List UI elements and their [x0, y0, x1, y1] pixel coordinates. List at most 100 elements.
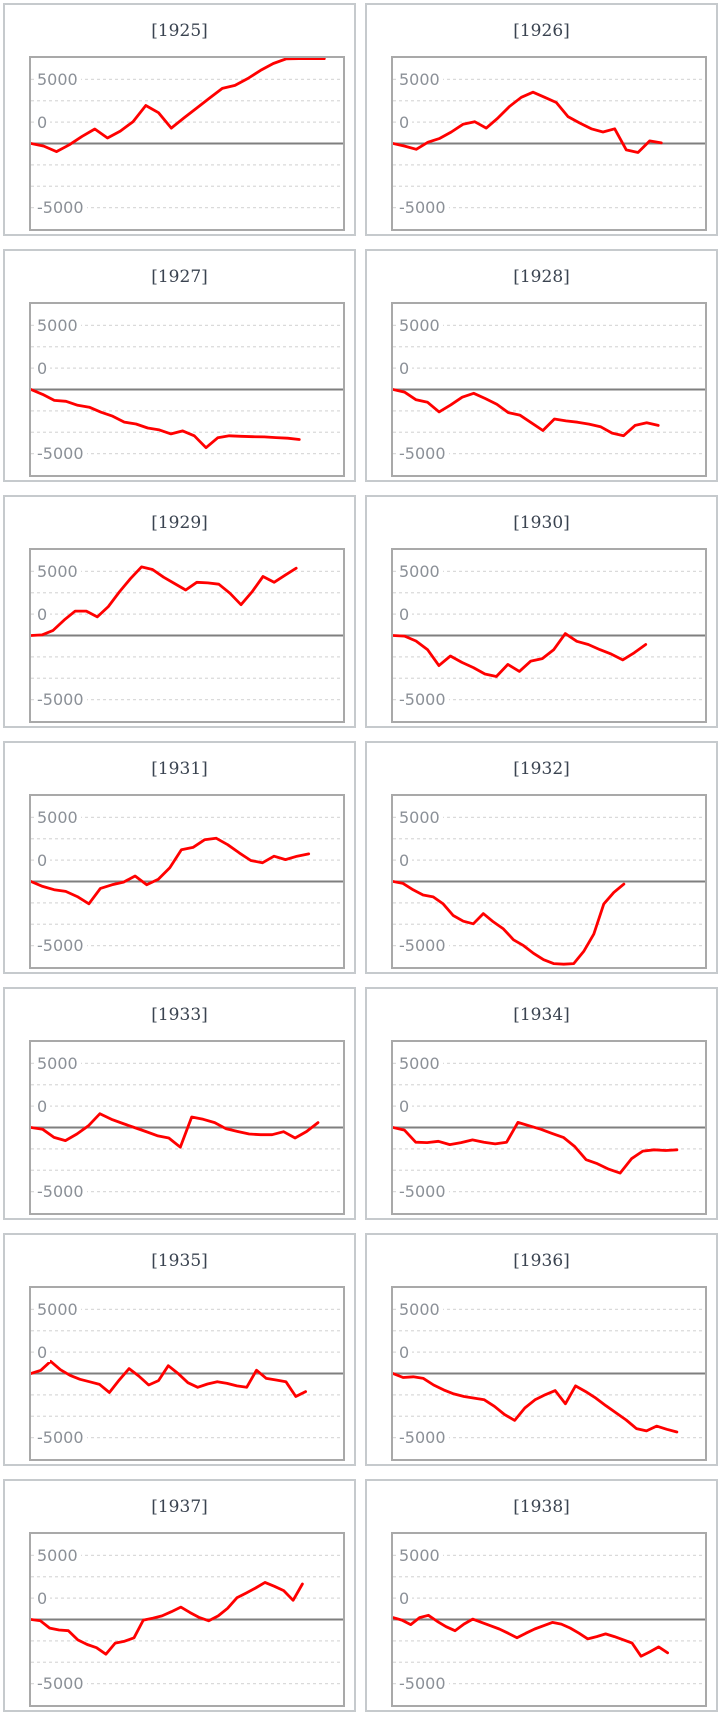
panel-title: [1929]: [151, 513, 208, 533]
line-chart: [31, 324, 343, 455]
panel-title: [1925]: [151, 21, 208, 41]
panel-title: [1936]: [513, 1251, 570, 1271]
plot-area: 5000 0 -5000: [29, 1040, 345, 1215]
plot-area: 5000 0 -5000: [29, 548, 345, 723]
line-chart: [31, 565, 343, 701]
ytick-5000: 5000: [34, 562, 81, 581]
series-line: [393, 880, 626, 966]
panel-title: [1931]: [151, 759, 208, 779]
plot-area: 5000 0 -5000: [391, 1040, 707, 1215]
year-panel: [1936] 5000 0 -5000: [365, 1233, 718, 1466]
ytick-neg5000: -5000: [396, 198, 449, 217]
ytick-neg5000: -5000: [34, 1428, 87, 1447]
small-multiples-grid: [1925] 5000 0 -5000 [1926] 5000 0 -5000 …: [3, 3, 722, 1712]
year-panel: [1927] 5000 0 -5000: [3, 249, 356, 482]
panel-title: [1934]: [513, 1005, 570, 1025]
series-line: [31, 58, 326, 153]
series-line: [31, 565, 298, 637]
panel-title: [1932]: [513, 759, 570, 779]
year-panel: [1930] 5000 0 -5000: [365, 495, 718, 728]
ytick-5000: 5000: [396, 70, 443, 89]
line-chart: [31, 1062, 343, 1193]
series-line: [31, 1112, 320, 1149]
ytick-0: 0: [396, 1589, 413, 1608]
ytick-5000: 5000: [34, 1546, 81, 1565]
line-chart: [393, 1554, 705, 1685]
ytick-5000: 5000: [396, 562, 443, 581]
line-chart: [393, 1308, 705, 1439]
year-panel: [1935] 5000 0 -5000: [3, 1233, 356, 1466]
ytick-neg5000: -5000: [396, 444, 449, 463]
ytick-neg5000: -5000: [34, 936, 87, 955]
series-line: [393, 1613, 670, 1658]
ytick-0: 0: [396, 851, 413, 870]
ytick-5000: 5000: [396, 1054, 443, 1073]
plot-area: 5000 0 -5000: [29, 794, 345, 969]
line-chart: [31, 1308, 343, 1439]
ytick-neg5000: -5000: [396, 1674, 449, 1693]
ytick-5000: 5000: [396, 808, 443, 827]
ytick-5000: 5000: [34, 1300, 81, 1319]
ytick-0: 0: [396, 1097, 413, 1116]
ytick-0: 0: [34, 1097, 51, 1116]
year-panel: [1937] 5000 0 -5000: [3, 1479, 356, 1712]
line-chart: [393, 1062, 705, 1193]
series-line: [31, 388, 301, 450]
ytick-0: 0: [396, 605, 413, 624]
line-chart: [393, 324, 705, 455]
panel-title: [1933]: [151, 1005, 208, 1025]
ytick-neg5000: -5000: [34, 198, 87, 217]
year-panel: [1938] 5000 0 -5000: [365, 1479, 718, 1712]
ytick-0: 0: [396, 113, 413, 132]
plot-area: 5000 0 -5000: [29, 1532, 345, 1707]
ytick-5000: 5000: [34, 808, 81, 827]
panel-title: [1935]: [151, 1251, 208, 1271]
ytick-0: 0: [34, 113, 51, 132]
ytick-0: 0: [396, 1343, 413, 1362]
series-line: [393, 1372, 679, 1434]
ytick-neg5000: -5000: [396, 936, 449, 955]
plot-area: 5000 0 -5000: [391, 302, 707, 477]
series-line: [31, 1359, 308, 1398]
plot-area: 5000 0 -5000: [391, 1286, 707, 1461]
ytick-0: 0: [34, 851, 51, 870]
ytick-5000: 5000: [34, 1054, 81, 1073]
line-chart: [393, 570, 705, 701]
line-chart: [393, 816, 705, 966]
plot-area: 5000 0 -5000: [391, 56, 707, 231]
ytick-neg5000: -5000: [396, 1182, 449, 1201]
series-line: [31, 836, 311, 906]
panel-title: [1937]: [151, 1497, 208, 1517]
plot-area: 5000 0 -5000: [29, 1286, 345, 1461]
series-line: [393, 90, 663, 154]
ytick-5000: 5000: [34, 316, 81, 335]
plot-area: 5000 0 -5000: [29, 56, 345, 231]
panel-title: [1938]: [513, 1497, 570, 1517]
plot-area: 5000 0 -5000: [391, 1532, 707, 1707]
year-panel: [1933] 5000 0 -5000: [3, 987, 356, 1220]
ytick-neg5000: -5000: [396, 1428, 449, 1447]
plot-area: 5000 0 -5000: [29, 302, 345, 477]
year-panel: [1929] 5000 0 -5000: [3, 495, 356, 728]
line-chart: [393, 78, 705, 209]
ytick-0: 0: [34, 1589, 51, 1608]
year-panel: [1932] 5000 0 -5000: [365, 741, 718, 974]
panel-title: [1926]: [513, 21, 570, 41]
plot-area: 5000 0 -5000: [391, 794, 707, 969]
ytick-5000: 5000: [396, 1300, 443, 1319]
ytick-neg5000: -5000: [34, 1182, 87, 1201]
ytick-neg5000: -5000: [34, 444, 87, 463]
year-panel: [1926] 5000 0 -5000: [365, 3, 718, 236]
panel-title: [1927]: [151, 267, 208, 287]
plot-area: 5000 0 -5000: [391, 548, 707, 723]
ytick-0: 0: [34, 605, 51, 624]
line-chart: [31, 816, 343, 947]
series-line: [393, 1121, 679, 1175]
line-chart: [31, 1554, 343, 1685]
panel-title: [1928]: [513, 267, 570, 287]
ytick-neg5000: -5000: [396, 690, 449, 709]
ytick-5000: 5000: [34, 70, 81, 89]
series-line: [31, 1581, 304, 1656]
ytick-neg5000: -5000: [34, 1674, 87, 1693]
line-chart: [31, 58, 343, 209]
